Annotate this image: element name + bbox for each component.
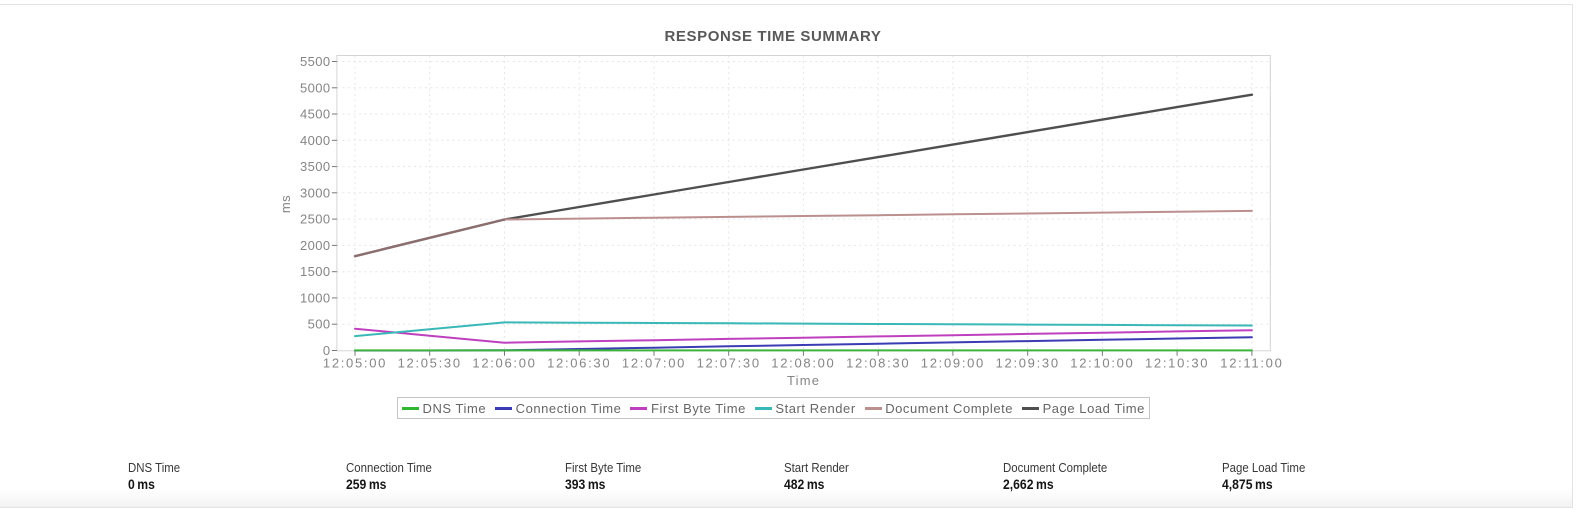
svg-text:3000: 3000 [300, 185, 331, 200]
svg-text:12:08:30: 12:08:30 [846, 356, 910, 371]
svg-text:ms: ms [278, 195, 293, 213]
svg-text:0: 0 [323, 343, 331, 358]
svg-text:Time: Time [787, 373, 820, 388]
svg-text:12:07:00: 12:07:00 [622, 356, 686, 371]
svg-text:12:09:30: 12:09:30 [996, 356, 1060, 371]
svg-text:12:10:00: 12:10:00 [1070, 356, 1134, 371]
svg-text:12:10:30: 12:10:30 [1145, 356, 1209, 371]
svg-text:5500: 5500 [300, 54, 331, 69]
svg-text:500: 500 [308, 317, 331, 332]
svg-text:12:05:30: 12:05:30 [398, 356, 462, 371]
svg-text:12:07:30: 12:07:30 [697, 356, 761, 371]
svg-text:12:06:30: 12:06:30 [547, 356, 611, 371]
svg-text:2500: 2500 [300, 212, 331, 227]
svg-text:5000: 5000 [300, 80, 331, 95]
svg-text:1500: 1500 [300, 264, 331, 279]
svg-text:2000: 2000 [300, 238, 331, 253]
svg-text:4500: 4500 [300, 107, 331, 122]
svg-text:12:08:00: 12:08:00 [771, 356, 835, 371]
svg-text:12:05:00: 12:05:00 [323, 356, 387, 371]
svg-text:12:06:00: 12:06:00 [472, 356, 536, 371]
svg-text:1000: 1000 [300, 290, 331, 305]
svg-text:4000: 4000 [300, 133, 331, 148]
svg-text:12:11:00: 12:11:00 [1220, 356, 1283, 371]
svg-text:3500: 3500 [300, 159, 331, 174]
svg-text:12:09:00: 12:09:00 [921, 356, 985, 371]
